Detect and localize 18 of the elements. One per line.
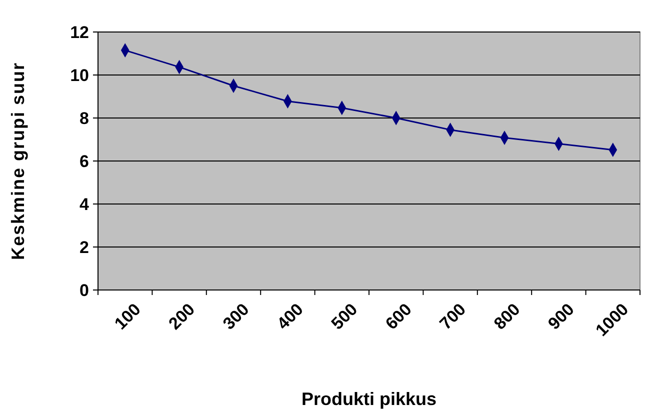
x-tick-label: 700 xyxy=(436,300,470,334)
y-tick-label: 4 xyxy=(80,194,90,214)
y-tick-label: 2 xyxy=(80,238,89,257)
y-tick-label: 0 xyxy=(80,280,89,300)
y-axis-title: Keskmine grupi suur xyxy=(8,62,28,260)
x-axis-title: Produkti pikkus xyxy=(301,389,437,409)
x-tick-label: 300 xyxy=(219,300,253,334)
x-tick-label: 800 xyxy=(490,300,524,334)
y-tick-label: 8 xyxy=(80,108,89,128)
x-tick-label: 400 xyxy=(273,300,307,334)
y-tick-label: 12 xyxy=(70,22,89,42)
x-tick-label: 900 xyxy=(544,300,578,334)
y-tick-label: 10 xyxy=(70,66,89,85)
x-tick-label: 100 xyxy=(110,300,144,334)
x-tick-label: 600 xyxy=(382,300,416,334)
x-tick-label: 200 xyxy=(165,300,199,334)
y-tick-label: 6 xyxy=(80,152,89,171)
x-tick-label: 500 xyxy=(328,300,362,334)
